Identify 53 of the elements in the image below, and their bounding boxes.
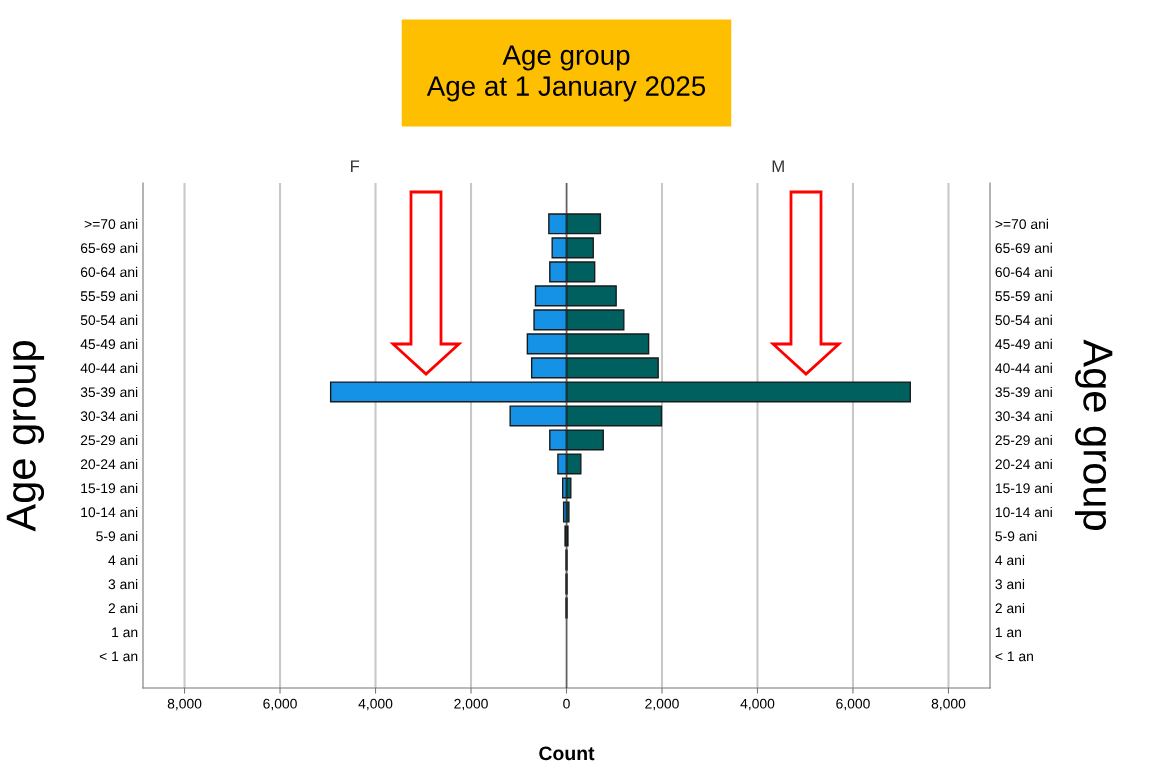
y-tick-label: 50-54 ani bbox=[995, 314, 1052, 326]
x-tick-label: 2,000 bbox=[454, 698, 488, 711]
y-tick-label: 15-19 ani bbox=[995, 482, 1052, 494]
chart-subtitle: M bbox=[772, 160, 784, 172]
x-tick-label: 4,000 bbox=[740, 698, 775, 711]
y-tick-label: < 1 an bbox=[995, 651, 1033, 662]
y-tick-label: 35-39 ani bbox=[995, 386, 1052, 398]
y-tick-label: 15-19 ani bbox=[81, 482, 138, 494]
y-tick-label: 4 ani bbox=[995, 554, 1025, 566]
y-tick-label: 60-64 ani bbox=[995, 266, 1052, 278]
y-tick-label: 50-54 ani bbox=[80, 314, 138, 326]
y-tick-label: 30-34 ani bbox=[80, 410, 138, 422]
x-tick-label: 8,000 bbox=[167, 698, 202, 711]
y-tick-label: 5-9 ani bbox=[96, 530, 138, 542]
y-tick-label: 40-44 ani bbox=[80, 362, 138, 374]
y-tick-label: 55-59 ani bbox=[995, 290, 1052, 302]
x-tick-label: 6,000 bbox=[263, 698, 297, 711]
y-tick-label: 35-39 ani bbox=[80, 386, 138, 398]
y-tick-label: 10-14 ani bbox=[995, 506, 1052, 518]
y-tick-label: 5-9 ani bbox=[995, 530, 1037, 542]
x-tick-label: 4,000 bbox=[358, 698, 393, 711]
y-tick-label: 3 ani bbox=[108, 578, 138, 590]
y-tick-label: >=70 ani bbox=[995, 218, 1048, 229]
y-tick-label: < 1 an bbox=[99, 651, 138, 662]
y-tick-label: 20-24 ani bbox=[995, 458, 1052, 470]
y-tick-label: 25-29 ani bbox=[995, 434, 1052, 446]
x-tick-label: 6,000 bbox=[836, 698, 870, 711]
y-tick-label: 65-69 ani bbox=[995, 242, 1052, 254]
y-axis-title: Age group bbox=[1075, 339, 1113, 530]
y-tick-label: 1 an bbox=[112, 627, 138, 638]
y-tick-label: 55-59 ani bbox=[80, 290, 138, 302]
chart-title: Age group Age at 1 January 2025 bbox=[426, 45, 706, 102]
y-tick-label: >=70 ani bbox=[84, 218, 138, 229]
y-tick-label: 20-24 ani bbox=[80, 458, 138, 470]
y-tick-label: 10-14 ani bbox=[81, 506, 138, 518]
y-tick-label: 25-29 ani bbox=[80, 434, 138, 446]
y-tick-label: 45-49 ani bbox=[80, 338, 138, 350]
x-axis-title: Count bbox=[539, 746, 595, 761]
y-tick-label: 2 ani bbox=[995, 603, 1025, 614]
y-tick-label: 1 an bbox=[995, 627, 1021, 638]
y-tick-label: 4 ani bbox=[108, 554, 138, 566]
x-tick-label: 8,000 bbox=[931, 698, 966, 711]
y-tick-label: 65-69 ani bbox=[80, 242, 138, 254]
y-tick-label: 45-49 ani bbox=[995, 338, 1052, 350]
chart-subtitle: F bbox=[351, 160, 360, 172]
y-tick-label: 2 ani bbox=[108, 603, 138, 614]
x-tick-label: 0 bbox=[563, 698, 570, 709]
y-axis-title: Age group bbox=[6, 341, 45, 532]
y-tick-label: 60-64 ani bbox=[80, 266, 138, 278]
x-tick-label: 2,000 bbox=[645, 698, 679, 711]
y-tick-label: 40-44 ani bbox=[995, 362, 1052, 374]
y-tick-label: 3 ani bbox=[995, 578, 1025, 590]
y-tick-label: 30-34 ani bbox=[995, 410, 1052, 422]
